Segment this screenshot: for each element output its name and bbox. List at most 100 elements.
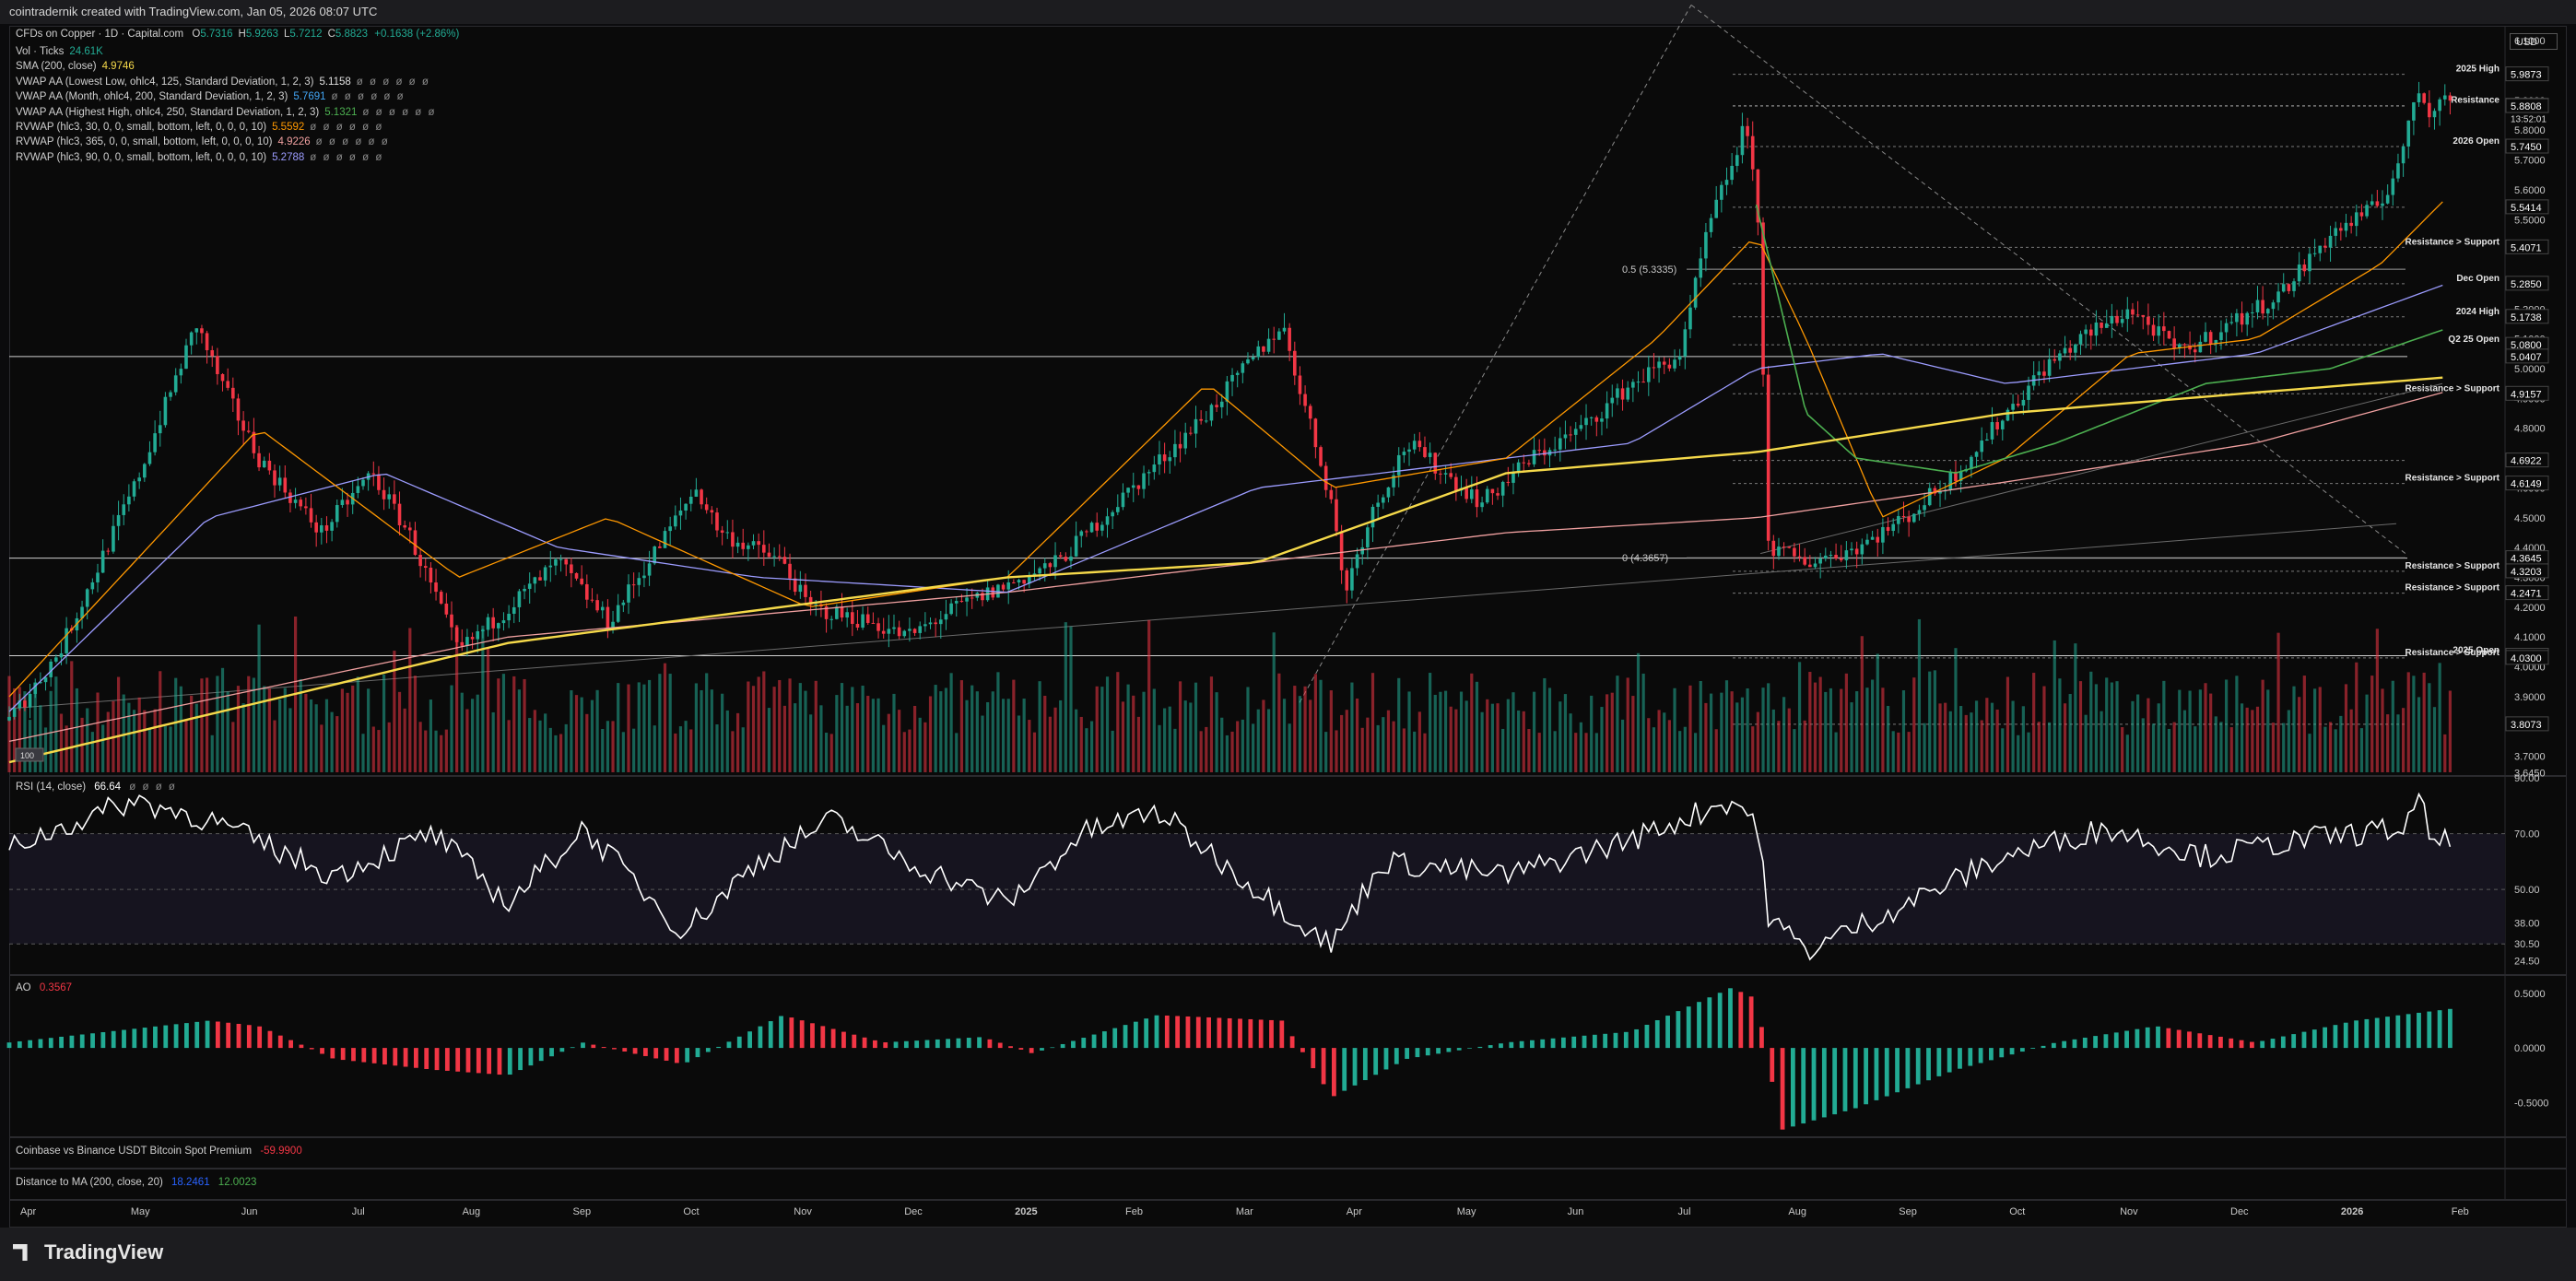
symbol-legend[interactable]: CFDs on Copper · 1D · Capital.com O5.731…	[16, 29, 459, 40]
ao-histogram-bar	[643, 1048, 648, 1056]
ao-histogram-bar	[830, 1028, 836, 1049]
level-price-label: 4.0300	[2511, 653, 2542, 664]
ao-histogram-bar	[414, 1048, 418, 1068]
candle-body	[912, 629, 917, 633]
volume-bar	[1382, 717, 1385, 772]
volume-bar	[544, 713, 547, 772]
ao-histogram-bar	[215, 1021, 220, 1049]
candle-body	[1808, 564, 1812, 568]
volume-bar	[627, 684, 630, 772]
distance-legend[interactable]: Distance to MA (200, close, 20) 18.2461 …	[16, 1177, 256, 1188]
candle-body	[116, 514, 121, 526]
candle-body	[1886, 526, 1890, 532]
ao-histogram-bar	[1999, 1048, 2005, 1058]
ao-histogram-bar	[2448, 1008, 2452, 1049]
indicator-legend-row[interactable]: RVWAP (hlc3, 90, 0, 0, small, bottom, le…	[16, 152, 383, 163]
volume-bar	[1761, 688, 1765, 772]
volume-bar	[835, 695, 839, 772]
volume-bar	[570, 690, 573, 772]
candle-body	[1407, 449, 1411, 452]
rsi-line	[8, 792, 2452, 961]
indicator-legend-row[interactable]: VWAP AA (Month, ohlc4, 200, Standard Dev…	[16, 91, 406, 102]
candle-body	[1787, 546, 1792, 548]
volume-bar	[267, 688, 271, 772]
volume-bar	[1714, 729, 1718, 772]
ao-histogram-bar	[1842, 1048, 1848, 1111]
ao-histogram-bar	[1654, 1020, 1660, 1049]
candle-body	[934, 622, 937, 625]
indicator-legend-row[interactable]: Vol · Ticks 24.61K	[16, 46, 103, 57]
ao-histogram-bar	[1081, 1038, 1087, 1049]
candle-body	[658, 546, 662, 548]
indicator-legend-row[interactable]: SMA (200, close) 4.9746	[16, 61, 135, 72]
ao-histogram-bar	[2374, 1017, 2380, 1049]
volume-bar	[273, 720, 276, 772]
tradingview-logo[interactable]: TradingView	[13, 1240, 163, 1264]
candle-body	[1006, 582, 1011, 590]
indicator-legend-row[interactable]: VWAP AA (Lowest Low, ohlc4, 125, Standar…	[16, 76, 430, 88]
volume-bar	[725, 710, 729, 772]
candle-body	[2141, 314, 2146, 317]
candle-body	[423, 566, 428, 568]
candle-body	[897, 627, 901, 637]
ao-histogram-bar	[184, 1023, 189, 1049]
indicator-legend-row[interactable]: VWAP AA (Highest High, ohlc4, 250, Stand…	[16, 107, 437, 118]
premium-legend[interactable]: Coinbase vs Binance USDT Bitcoin Spot Pr…	[16, 1146, 302, 1157]
level-label: Resistance > Support	[2405, 648, 2500, 658]
candle-body	[902, 630, 907, 637]
candle-body	[965, 597, 969, 602]
candle-body	[1136, 485, 1141, 489]
ao-histogram-bar	[1342, 1048, 1347, 1091]
candle-body	[1756, 169, 1760, 223]
volume-bar	[538, 720, 542, 772]
ao-histogram-bar	[601, 1047, 606, 1049]
volume-bar	[1876, 653, 1879, 772]
volume-bar	[2443, 734, 2447, 772]
rsi-legend[interactable]: RSI (14, close) 66.64 ø ø ø ø	[16, 782, 177, 793]
candle-body	[1667, 364, 1672, 369]
chart-frame[interactable]	[9, 26, 2567, 1228]
candle-body	[1740, 125, 1745, 156]
candle-body	[1235, 372, 1240, 375]
candle-body	[1205, 420, 1208, 422]
volume-bar	[2194, 726, 2197, 772]
candle-body	[1366, 527, 1370, 547]
volume-bar	[465, 709, 469, 772]
ao-histogram-bar	[288, 1040, 293, 1049]
ao-histogram-bar	[1634, 1028, 1640, 1049]
ao-histogram-bar	[226, 1022, 231, 1049]
price-tick-label: 4.2000	[2514, 603, 2546, 614]
volume-bar	[1085, 728, 1088, 772]
rsi-tick-label: 90.00	[2514, 773, 2540, 784]
ao-histogram-bar	[153, 1026, 158, 1049]
volume-bar	[1194, 682, 1198, 772]
ao-histogram-bar	[257, 1026, 263, 1049]
candle-body	[1803, 557, 1807, 565]
candle-body	[2271, 302, 2276, 310]
candle-body	[887, 629, 891, 634]
volume-bar	[621, 732, 625, 772]
volume-bar	[304, 693, 308, 772]
ao-histogram-bar	[2051, 1042, 2056, 1049]
candle-body	[418, 555, 422, 567]
volume-bar	[794, 703, 797, 772]
ao-legend[interactable]: AO 0.3567	[16, 982, 72, 993]
volume-bar	[1569, 713, 1572, 772]
volume-bar	[1678, 731, 1682, 772]
ao-histogram-bar	[2260, 1040, 2265, 1049]
indicator-legend-row[interactable]: RVWAP (hlc3, 365, 0, 0, small, bottom, l…	[16, 136, 390, 147]
candle-body	[194, 328, 199, 333]
candle-body	[28, 693, 32, 708]
ao-histogram-bar	[2405, 1014, 2411, 1049]
time-axis-label: Feb	[1125, 1206, 1143, 1217]
volume-bar	[2110, 682, 2113, 772]
indicator-legend-row[interactable]: RVWAP (hlc3, 30, 0, 0, small, bottom, le…	[16, 122, 383, 133]
candle-body	[1584, 417, 1588, 426]
candle-body	[2110, 315, 2114, 324]
time-axis-label: Nov	[794, 1206, 812, 1217]
candle-body	[1370, 506, 1375, 528]
currency-selector[interactable]: USD	[2510, 33, 2558, 50]
candle-body	[1199, 418, 1203, 421]
ao-histogram-bar	[1864, 1048, 1869, 1105]
